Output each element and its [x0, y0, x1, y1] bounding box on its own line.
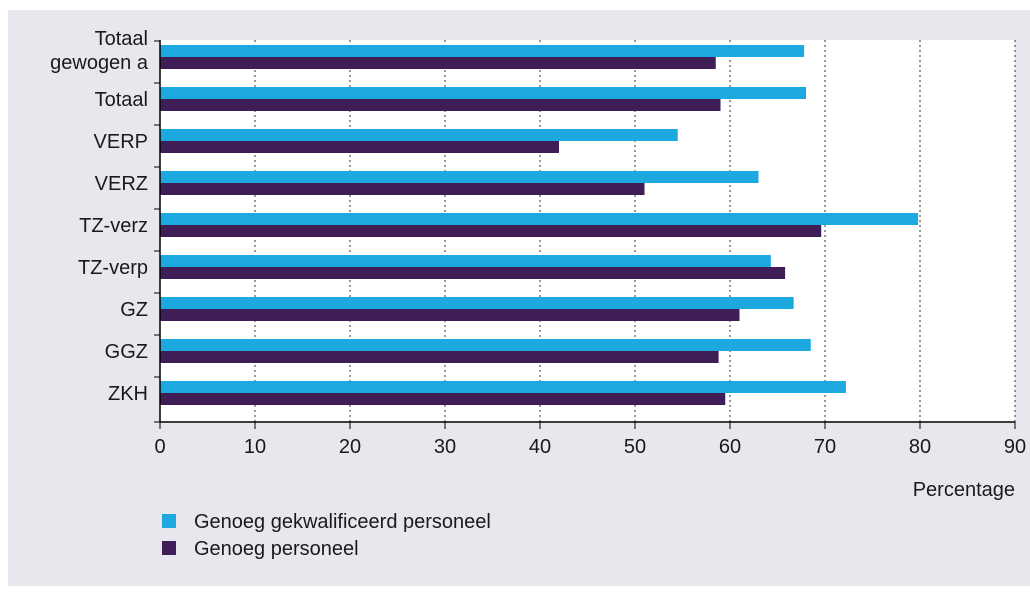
legend-label: Genoeg personeel	[194, 538, 359, 560]
category-label: GZ	[120, 299, 148, 321]
bar-personeel	[160, 351, 719, 363]
x-tick-label: 70	[814, 436, 836, 458]
bar-gekwalificeerd	[160, 255, 771, 267]
bar-personeel	[160, 99, 721, 111]
x-tick-label: 60	[719, 436, 741, 458]
bar-personeel	[160, 267, 786, 279]
category-label: ZKH	[108, 383, 148, 405]
bar-gekwalificeerd	[160, 87, 806, 99]
x-tick-label: 10	[244, 436, 266, 458]
x-tick-label: 30	[434, 436, 456, 458]
x-tick-label: 40	[529, 436, 551, 458]
bar-gekwalificeerd	[160, 213, 919, 225]
bar-gekwalificeerd	[160, 129, 678, 141]
bar-personeel	[160, 183, 645, 195]
bar-personeel	[160, 57, 716, 69]
category-label: Totaal	[95, 28, 148, 50]
chart-panel: Totaal gewogen a Totaal VERP VERZ TZ-verz TZ-v…	[8, 10, 1030, 586]
category-label: VERP	[94, 131, 148, 153]
legend-swatch	[162, 514, 176, 528]
bar-gekwalificeerd	[160, 339, 811, 351]
category-label: VERZ	[95, 173, 148, 195]
bar-gekwalificeerd	[160, 171, 759, 183]
category-label: GGZ	[105, 341, 148, 363]
bar-gekwalificeerd	[160, 45, 805, 57]
x-tick-label: 0	[154, 436, 165, 458]
legend-label: Genoeg gekwalificeerd personeel	[194, 511, 491, 533]
bar-personeel	[160, 393, 726, 405]
bar-personeel	[160, 309, 740, 321]
bar-gekwalificeerd	[160, 297, 794, 309]
legend-swatch	[162, 541, 176, 555]
x-tick-label: 80	[909, 436, 931, 458]
x-axis-title: Percentage	[913, 479, 1015, 501]
bar-personeel	[160, 225, 822, 237]
bar-personeel	[160, 141, 559, 153]
bar-gekwalificeerd	[160, 381, 846, 393]
x-tick-label: 50	[624, 436, 646, 458]
x-tick-label: 90	[1004, 436, 1026, 458]
category-label: gewogen a	[50, 52, 149, 74]
x-tick-label: 20	[339, 436, 361, 458]
category-label: TZ-verp	[78, 257, 148, 279]
category-label: TZ-verz	[79, 215, 148, 237]
category-label: Totaal	[95, 89, 148, 111]
